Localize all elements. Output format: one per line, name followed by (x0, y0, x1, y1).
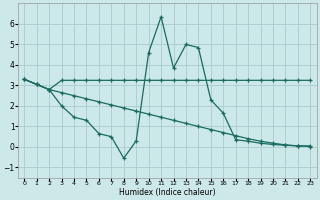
X-axis label: Humidex (Indice chaleur): Humidex (Indice chaleur) (119, 188, 216, 197)
